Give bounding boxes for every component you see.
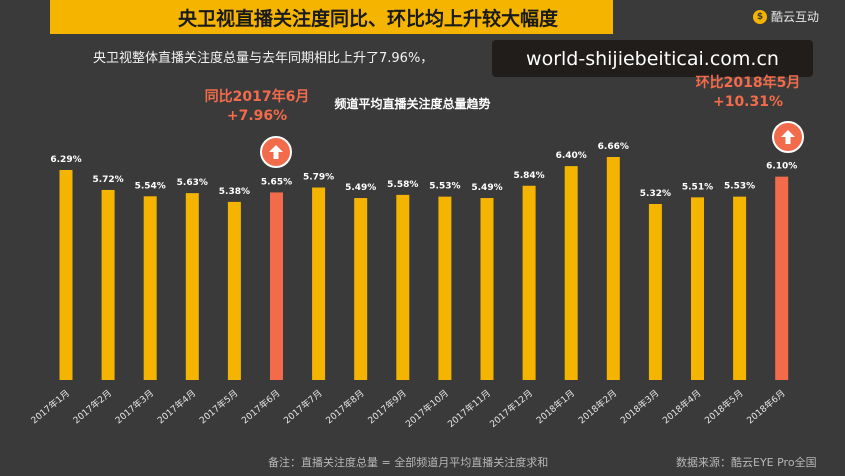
bar [227,201,241,380]
data-label: 5.51% [682,182,713,192]
data-label: 5.49% [471,183,502,193]
x-tick-label: 2017年5月 [197,387,240,426]
callout-mom-label: 环比2018年5月 [695,75,801,91]
data-label: 5.72% [92,175,123,185]
bar [143,196,157,380]
x-tick-label: 2017年8月 [323,387,366,426]
x-tick-label: 2017年9月 [365,387,408,426]
chart-title: 频道平均直播关注度总量趋势 [334,97,491,111]
callout-yoy-value: +7.96% [226,108,288,124]
bar [270,192,283,380]
up-arrow-icon [260,136,292,168]
x-tick-label: 2018年5月 [702,387,745,426]
bar [312,187,326,380]
x-tick-label: 2017年7月 [281,387,324,426]
footnote: 备注：直播关注度总量 = 全部频道月平均直播关注度求和 [268,456,549,469]
header-title-bar: 央卫视直播关注度同比、环比均上升较大幅度 [50,0,613,34]
bar [480,198,494,380]
bar [101,189,115,380]
brand: $ 酷云互动 [753,8,819,25]
bar [775,176,789,380]
callout-mom-value: +10.31% [712,94,784,110]
data-label: 6.66% [598,142,629,152]
data-source: 数据来源：酷云EYE Pro全国 [676,456,817,469]
x-tick-label: 2017年2月 [71,387,114,426]
data-label: 5.53% [429,182,460,192]
callout-yoy-label: 同比2017年6月 [204,89,310,105]
x-tick-label: 2017年4月 [155,387,198,426]
data-label: 6.29% [50,155,81,165]
bar [522,185,536,380]
callout-mom: 环比2018年5月 +10.31% [683,74,813,112]
bar [648,204,662,380]
watermark-text: world-shijiebeiticai.com.cn [526,47,779,70]
data-label: 5.38% [219,187,250,197]
bar [396,194,410,380]
bar [733,196,747,380]
x-tick-label: 2018年2月 [576,387,619,426]
bar [59,169,73,380]
x-tick-label: 2018年1月 [534,387,577,426]
data-label: 5.84% [513,171,544,181]
bar [438,196,452,380]
brand-logo-icon: $ [753,9,767,24]
bar [185,193,199,380]
bar [691,197,704,380]
data-label: 5.49% [345,183,376,193]
x-tick-label: 2017年11月 [445,387,493,430]
brand-name: 酷云互动 [771,10,820,24]
data-label: 5.53% [724,182,755,192]
data-label: 5.65% [261,177,292,187]
x-tick-label: 2018年4月 [660,387,703,426]
x-tick-label: 2017年12月 [487,387,535,430]
bar [564,166,578,380]
subtitle: 央卫视整体直播关注度总量与去年同期相比上升了7.96%， [93,51,434,66]
data-label: 5.63% [177,178,208,188]
data-label: 5.54% [135,181,166,191]
x-tick-label: 2017年3月 [113,387,156,426]
data-label: 5.58% [387,180,418,190]
bar [354,198,368,380]
x-tick-label: 2018年3月 [618,387,661,426]
data-label: 6.10% [766,162,797,172]
bar [606,157,620,380]
x-tick-label: 2017年1月 [28,387,71,426]
page-title: 央卫视直播关注度同比、环比均上升较大幅度 [178,7,559,30]
data-label: 6.40% [556,151,587,161]
up-arrow-icon [772,121,804,153]
x-tick-label: 2018年6月 [744,387,787,426]
watermark-overlay: world-shijiebeiticai.com.cn [492,40,813,77]
callout-yoy: 同比2017年6月 +7.96% [197,88,317,126]
x-tick-label: 2017年6月 [239,387,282,426]
data-label: 5.32% [640,189,671,199]
x-tick-label: 2017年10月 [403,387,451,430]
data-label: 5.79% [303,173,334,183]
